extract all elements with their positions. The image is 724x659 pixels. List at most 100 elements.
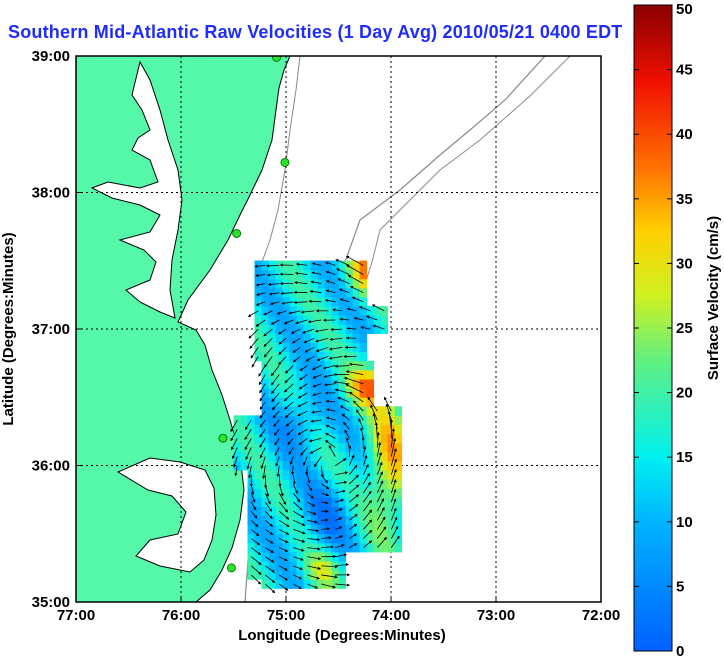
velocity-cell — [282, 397, 291, 407]
velocity-cell — [338, 269, 347, 280]
velocity-arrow — [390, 468, 397, 485]
velocity-arrow — [390, 498, 397, 512]
velocity-cell — [317, 551, 326, 562]
velocity-cell — [331, 406, 340, 416]
velocity-arrow — [297, 428, 308, 435]
velocity-arrow — [356, 409, 364, 421]
velocity-arrow — [231, 438, 238, 451]
velocity-cell — [268, 287, 277, 298]
velocity-arrow — [292, 356, 301, 363]
velocity-cell — [268, 360, 277, 371]
velocity-cell — [394, 406, 403, 416]
velocity-arrow — [384, 396, 392, 412]
velocity-arrow — [306, 474, 311, 484]
velocity-arrow — [245, 447, 252, 461]
velocity-cell — [394, 524, 403, 535]
velocity-cell — [296, 433, 305, 444]
velocity-cell — [338, 397, 347, 407]
velocity-cell — [240, 460, 249, 471]
velocity-cell — [380, 488, 389, 498]
velocity-arrow — [321, 583, 336, 589]
velocity-arrow — [341, 413, 350, 421]
velocity-cell — [296, 469, 305, 480]
velocity-arrow — [251, 556, 262, 565]
velocity-cell — [296, 542, 305, 553]
velocity-arrow — [307, 492, 315, 499]
velocity-cell — [331, 451, 340, 462]
velocity-cell — [352, 297, 361, 307]
velocity-cell — [352, 406, 361, 416]
velocity-cell — [331, 442, 340, 453]
velocity-arrow — [363, 529, 373, 539]
velocity-cell — [254, 415, 263, 425]
velocity-cell — [331, 351, 340, 362]
velocity-arrow — [288, 447, 294, 455]
velocity-cell — [317, 533, 326, 544]
velocity-cell — [303, 306, 312, 316]
velocity-cell — [254, 315, 263, 325]
velocity-cell — [331, 315, 340, 325]
velocity-cell — [268, 469, 277, 480]
y-tick-label: 38:00 — [32, 185, 70, 202]
bathymetry-contour — [261, 56, 301, 263]
velocity-arrow — [254, 264, 266, 268]
velocity-cell — [247, 415, 256, 425]
velocity-cell — [324, 460, 333, 471]
velocity-arrow — [288, 310, 301, 315]
velocity-arrow — [307, 510, 317, 515]
velocity-arrow — [385, 403, 392, 421]
velocity-cell — [282, 469, 291, 480]
velocity-arrow — [345, 255, 364, 266]
velocity-arrow — [284, 374, 294, 384]
velocity-arrow — [281, 301, 294, 305]
velocity-cell — [296, 315, 305, 325]
velocity-cell — [275, 351, 284, 362]
velocity-arrow — [283, 392, 294, 402]
velocity-cell — [352, 442, 361, 453]
velocity-cell — [303, 324, 312, 334]
velocity-arrow — [365, 315, 378, 321]
velocity-cell — [380, 469, 389, 480]
velocity-arrow — [307, 501, 316, 507]
velocity-arrow — [279, 263, 294, 267]
velocity-cell — [352, 451, 361, 462]
velocity-cell — [282, 424, 291, 435]
velocity-cell — [324, 424, 333, 435]
velocity-cell — [275, 342, 284, 353]
velocity-arrow — [269, 301, 280, 306]
velocity-cell — [324, 542, 333, 553]
velocity-arrow — [278, 337, 287, 345]
velocity-arrow — [265, 556, 275, 563]
velocity-arrow — [310, 280, 322, 284]
velocity-cell — [275, 269, 284, 280]
velocity-arrow — [293, 300, 308, 305]
velocity-cell — [338, 506, 347, 517]
velocity-arrow — [290, 465, 295, 476]
velocity-arrow — [360, 326, 371, 330]
velocity-cell — [338, 579, 347, 589]
velocity-cell — [387, 515, 396, 526]
velocity-arrow — [255, 283, 266, 287]
velocity-cell — [366, 415, 375, 425]
velocity-arrow — [276, 465, 280, 478]
velocity-arrow — [349, 494, 360, 503]
colorbar-tick-label: 5 — [676, 578, 684, 595]
velocity-arrow — [376, 471, 383, 485]
velocity-cell — [331, 333, 340, 344]
velocity-cell — [268, 488, 277, 498]
velocity-arrow — [276, 310, 287, 315]
velocity-arrow — [302, 456, 308, 467]
velocity-cell — [359, 324, 368, 334]
velocity-arrow — [295, 262, 308, 266]
velocity-cell — [394, 479, 403, 489]
velocity-arrow — [390, 448, 397, 466]
velocity-cell — [352, 260, 361, 271]
velocity-arrow — [335, 480, 348, 485]
velocity-cell — [268, 551, 277, 562]
velocity-cell — [373, 424, 382, 435]
velocity-cell — [366, 369, 375, 380]
chesapeake-bay — [90, 60, 183, 319]
velocity-arrow — [339, 317, 350, 321]
velocity-cell — [324, 406, 333, 416]
